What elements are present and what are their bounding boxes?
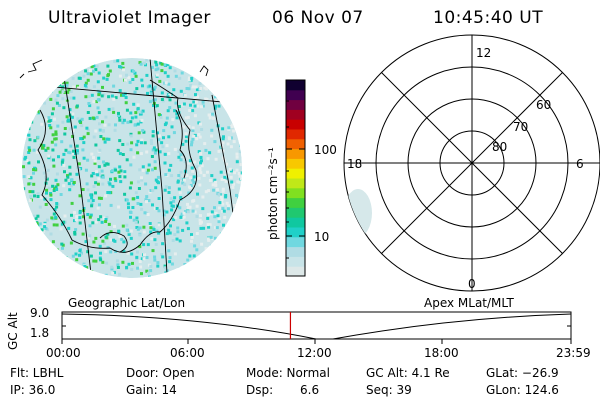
colorbar-segment	[286, 178, 305, 189]
intensity-colorbar	[286, 80, 305, 277]
gc-alt-value: GC Alt: 4.1 Re	[366, 366, 450, 380]
colorbar-segment	[286, 138, 305, 150]
gain-value: Gain: 14	[126, 383, 177, 397]
colorbar-segment	[286, 266, 305, 277]
glon-value: GLon: 124.6	[486, 383, 559, 397]
colorbar-frame	[285, 79, 306, 277]
y-tick-9: 9.0	[30, 306, 50, 320]
colorbar-segment	[286, 119, 305, 130]
colorbar-segment	[286, 236, 305, 248]
colorbar-ticks	[286, 100, 305, 259]
aurora-image-disc	[22, 58, 242, 278]
colorbar-segment	[286, 129, 305, 140]
x-tick-0600: 06:00	[170, 346, 205, 360]
colorbar-segment	[286, 217, 305, 228]
filter-value: Flt: LBHL	[10, 366, 64, 380]
glat-value: GLat: −26.9	[486, 366, 559, 380]
x-tick-1800: 18:00	[424, 346, 459, 360]
colorbar-segment	[286, 256, 305, 267]
mlt-label-left: 18	[347, 157, 363, 171]
orbit-timeline	[61, 311, 572, 344]
colorbar-segment	[286, 197, 305, 208]
mlat-label-80: 80	[492, 140, 508, 154]
date-label: 06 Nov 07	[272, 8, 364, 28]
colorbar-segment	[286, 148, 305, 159]
coastline-fragment	[19, 59, 43, 79]
mlt-label-top: 12	[476, 46, 492, 60]
dsp-label: Dsp:	[246, 383, 274, 397]
colorbar-segment	[286, 80, 305, 91]
colorbar-tick-100: 100	[314, 143, 337, 157]
colorbar-segment	[286, 168, 305, 179]
x-tick-0000: 00:00	[46, 346, 81, 360]
colorbar-tick-10: 10	[314, 230, 330, 244]
x-tick-1200: 12:00	[297, 346, 332, 360]
seq-value: Seq: 39	[366, 383, 412, 397]
gc-alt-axis-label: GC Alt	[6, 312, 20, 350]
colorbar-segment	[286, 227, 305, 238]
mlt-label-right: 6	[576, 157, 584, 171]
colorbar-segment	[286, 99, 305, 110]
x-tick-2359: 23:59	[556, 346, 591, 360]
mlt-label-bottom: 0	[468, 277, 476, 291]
colorbar-segment	[286, 158, 305, 169]
y-tick-1-8: 1.8	[30, 326, 50, 340]
mlat-label-70: 70	[513, 120, 529, 134]
colorbar-segment	[286, 207, 305, 218]
colorbar-segment	[286, 89, 305, 101]
colorbar-segment	[286, 187, 305, 199]
polar-mlat-mlt-plot	[343, 34, 600, 292]
instrument-title: Ultraviolet Imager	[48, 8, 211, 28]
colorbar-segment	[286, 109, 305, 120]
geographic-label: Geographic Lat/Lon	[68, 296, 186, 310]
ip-value: IP: 36.0	[10, 383, 56, 397]
apex-label: Apex MLat/MLT	[424, 296, 514, 310]
time-label: 10:45:40 UT	[433, 8, 544, 28]
coastline-fragment-right	[199, 65, 209, 77]
altitude-curve	[61, 313, 572, 340]
colorbar-segment	[286, 246, 305, 257]
colorbar-unit-label: photon cm⁻²s⁻¹	[266, 147, 280, 240]
dsp-value: 6.6	[300, 383, 320, 397]
mlat-label-60: 60	[536, 98, 552, 112]
door-value: Door: Open	[126, 366, 195, 380]
mode-value: Mode: Normal	[246, 366, 330, 380]
